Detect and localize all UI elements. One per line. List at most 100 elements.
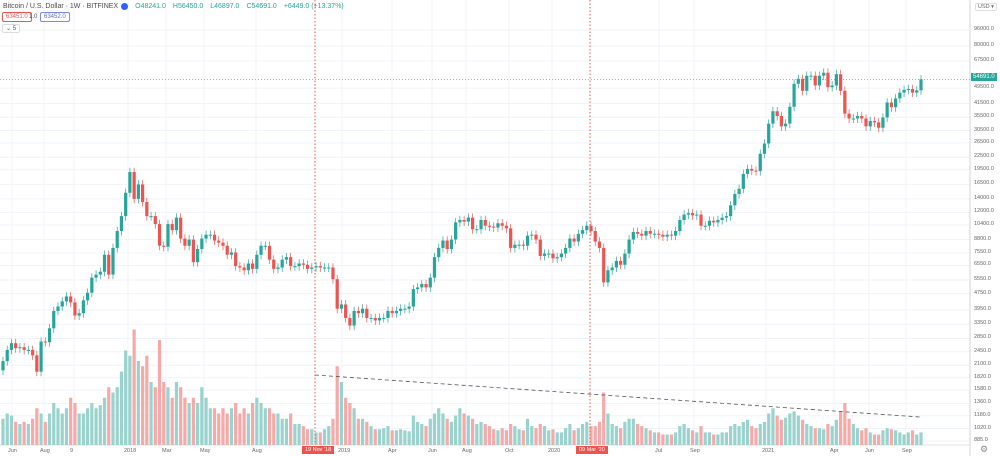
candle xyxy=(276,267,280,269)
volume-bar xyxy=(191,397,195,445)
volume-bar xyxy=(360,418,365,445)
volume-bar xyxy=(796,415,800,445)
candle xyxy=(242,267,246,271)
volume-bar xyxy=(179,387,183,445)
volume-bar xyxy=(352,408,356,445)
candle xyxy=(542,253,547,256)
volume-bar xyxy=(690,430,695,445)
volume-bar xyxy=(136,361,140,445)
candle xyxy=(669,234,674,236)
candle xyxy=(250,263,255,269)
volume-bar xyxy=(208,408,212,445)
volume-bar xyxy=(56,408,60,445)
volume-bar xyxy=(212,408,217,445)
candle xyxy=(229,252,234,255)
candle xyxy=(449,239,454,250)
price-tick: 885.0 xyxy=(974,437,988,443)
volume-bar xyxy=(195,403,200,445)
volume-bar xyxy=(860,430,864,445)
candle xyxy=(627,239,631,254)
candle xyxy=(707,220,712,226)
volume-bar xyxy=(454,415,458,445)
volume-bar xyxy=(530,426,534,445)
candle xyxy=(479,219,483,230)
volume-bar xyxy=(420,424,424,445)
volume-bar xyxy=(293,424,297,445)
candle xyxy=(64,296,69,302)
volume-bar xyxy=(538,424,542,445)
volume-bar xyxy=(145,355,149,445)
volume-bar xyxy=(775,415,779,445)
candle xyxy=(466,217,470,222)
volume-bar xyxy=(394,430,399,445)
exchange-logo-icon xyxy=(121,3,129,10)
volume-bar xyxy=(784,417,788,445)
marker-date-1: 19 Nov '18 xyxy=(302,446,335,454)
price-tick: 1180.0 xyxy=(974,411,991,418)
candle xyxy=(758,153,762,172)
volume-bar xyxy=(492,429,496,445)
volume-bar xyxy=(449,421,454,445)
candle xyxy=(623,253,627,265)
candle xyxy=(432,257,437,278)
volume-bar xyxy=(724,432,729,445)
currency-selector[interactable]: USD ▾ xyxy=(975,3,997,11)
candle xyxy=(534,234,538,240)
volume-bar xyxy=(107,387,111,445)
candle xyxy=(830,85,834,88)
volume-bar xyxy=(729,426,733,445)
candle xyxy=(851,118,855,120)
candle xyxy=(483,219,487,226)
candle xyxy=(767,123,771,144)
volume-bar xyxy=(521,430,525,445)
volume-bar xyxy=(166,387,170,445)
settings-gear-icon[interactable]: ⚙ xyxy=(980,444,989,454)
candle xyxy=(855,116,860,119)
price-tick: 1360.0 xyxy=(974,399,991,406)
quantity[interactable]: 1.0 xyxy=(29,14,38,20)
candle xyxy=(331,267,335,280)
candle xyxy=(394,310,399,314)
volume-bar xyxy=(750,426,754,445)
sell-button[interactable]: 63451.0 xyxy=(2,12,32,22)
price-tick: 3350.0 xyxy=(974,320,991,327)
volume-bar xyxy=(555,432,559,445)
candle xyxy=(187,239,191,246)
volume-bar xyxy=(149,382,153,445)
indicators-collapse-button[interactable]: ⌄ 5 xyxy=(2,24,21,33)
candle xyxy=(191,239,195,263)
volume-bar xyxy=(915,434,919,445)
volume-bar xyxy=(674,432,678,445)
candle xyxy=(145,202,149,217)
volume-bar xyxy=(517,429,521,445)
volume-bar xyxy=(187,403,191,445)
candle xyxy=(813,75,817,86)
candle xyxy=(119,216,124,232)
candle xyxy=(153,216,157,225)
candle xyxy=(817,75,822,86)
candle xyxy=(585,225,589,231)
time-tick: Apr xyxy=(830,448,839,454)
volume-bar xyxy=(411,415,415,445)
candle xyxy=(902,89,906,93)
volume-bar xyxy=(267,408,272,445)
volume-bar xyxy=(322,429,327,445)
candle xyxy=(179,217,183,239)
volume-bar xyxy=(619,428,623,445)
candle xyxy=(238,266,242,268)
candle xyxy=(881,117,885,128)
volume-bar xyxy=(335,366,339,445)
price-tick: 3950.0 xyxy=(974,305,991,312)
volume-bar xyxy=(119,371,124,445)
candle xyxy=(839,74,843,91)
candle xyxy=(682,214,686,220)
candle xyxy=(170,224,174,231)
candle xyxy=(674,231,678,236)
volume-bar xyxy=(263,408,267,445)
candle xyxy=(81,300,85,314)
volume-bar xyxy=(373,429,377,445)
volume-bar xyxy=(255,397,259,445)
candle xyxy=(657,233,661,235)
buy-button[interactable]: 63452.0 xyxy=(40,12,70,22)
